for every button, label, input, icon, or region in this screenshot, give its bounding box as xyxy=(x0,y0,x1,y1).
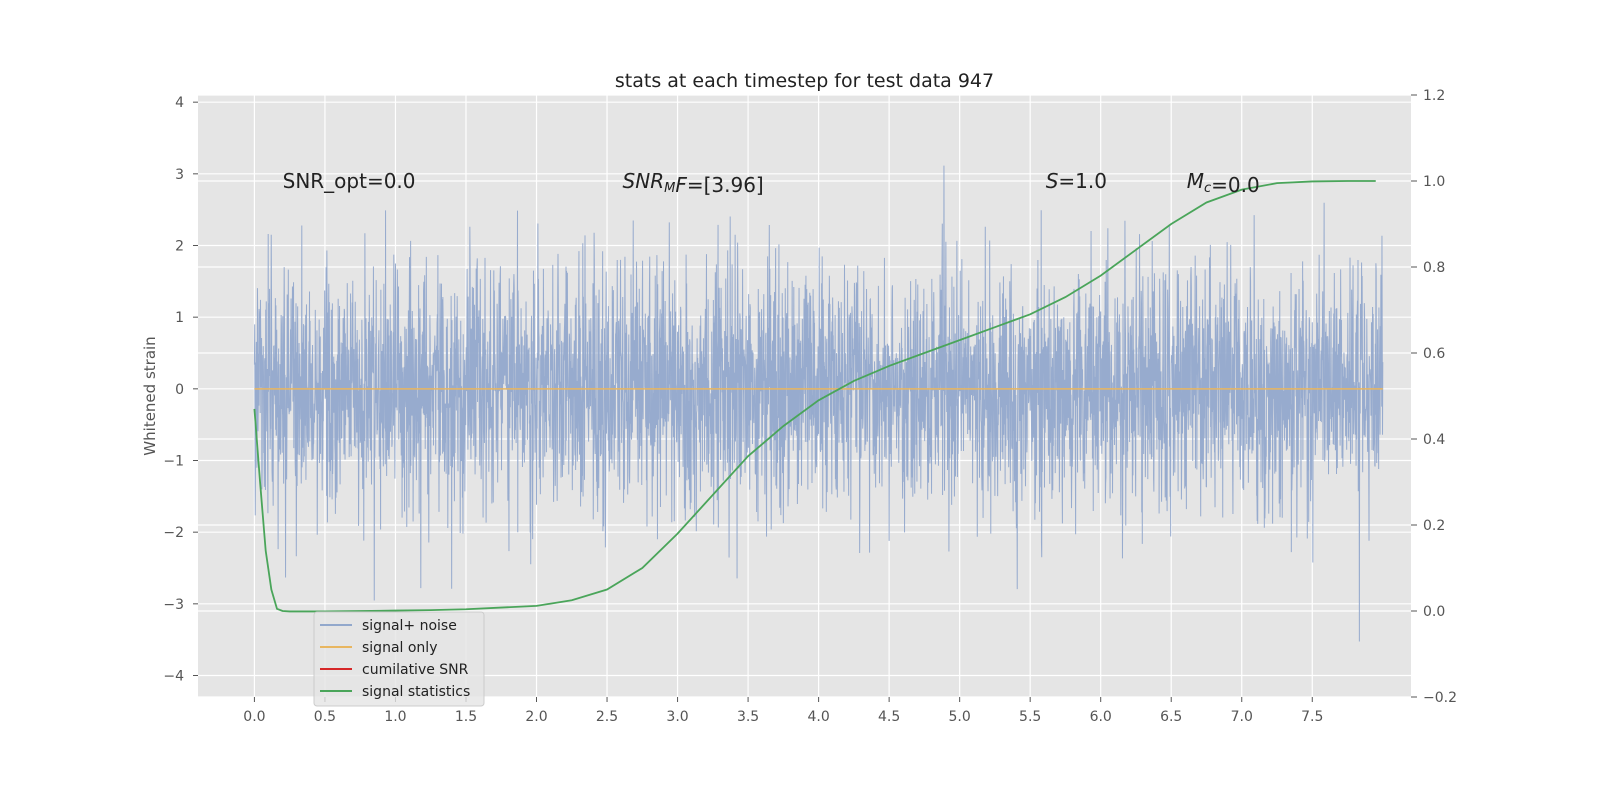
legend-entry: signal statistics xyxy=(362,684,470,700)
annotation-2: SNRMF=[3.96] xyxy=(623,169,764,197)
annotations: SNR_opt=0.0 SNRMF=[3.96] S=1.0 Mc=0.0 xyxy=(283,169,1260,197)
x-tick-label: 0.0 xyxy=(243,709,265,725)
x-tick-label: 1.5 xyxy=(455,709,477,725)
x-tick-label: 4.5 xyxy=(878,709,900,725)
annotation-3: S=1.0 xyxy=(1046,169,1107,193)
x-tick-label: 1.0 xyxy=(384,709,406,725)
x-tick-label: 7.5 xyxy=(1301,709,1323,725)
y-axis-left: 4 3 2 1 0 −1 −2 −3 −4 xyxy=(163,95,198,685)
x-tick-label: 4.0 xyxy=(807,709,829,725)
series-signal-statistics-line xyxy=(253,180,1376,613)
x-tick-label: 0.5 xyxy=(314,709,336,725)
y-left-tick-label: 3 xyxy=(175,167,184,183)
y-right-tick-label: 1.2 xyxy=(1423,88,1445,104)
legend-box xyxy=(313,611,485,707)
x-tick-label: 6.5 xyxy=(1160,709,1182,725)
y-left-tick-label: −1 xyxy=(163,454,184,470)
annotation-4: Mc=0.0 xyxy=(1187,169,1260,197)
annotation-1: SNR_opt=0.0 xyxy=(283,169,416,193)
x-tick-label: 5.5 xyxy=(1019,709,1041,725)
y-left-tick-label: −4 xyxy=(163,669,184,685)
y-axis-label: Whitened strain xyxy=(141,336,159,455)
x-axis: 0.0 0.5 1.0 1.5 2.0 2.5 3.0 3.5 4.0 4.5 5.0 5.5 6.0 6… xyxy=(243,697,1323,725)
y-right-tick-label: −0.2 xyxy=(1423,690,1457,706)
y-left-tick-label: 4 xyxy=(175,95,184,111)
x-tick-label: 3.5 xyxy=(737,709,759,725)
legend-entry: signal only xyxy=(362,640,437,656)
y-right-tick-label: 0.6 xyxy=(1423,346,1445,362)
x-tick-label: 5.0 xyxy=(949,709,971,725)
y-right-tick-label: 0.2 xyxy=(1423,518,1445,534)
y-right-tick-label: 0.0 xyxy=(1423,604,1445,620)
y-left-tick-label: −3 xyxy=(163,597,184,613)
y-left-tick-label: 1 xyxy=(175,310,184,326)
y-left-tick-label: 2 xyxy=(175,239,184,255)
x-tick-label: 2.5 xyxy=(596,709,618,725)
y-right-tick-label: 0.8 xyxy=(1423,260,1445,276)
series-signal-noise-line xyxy=(253,165,1384,642)
plot-series xyxy=(253,165,1384,642)
y-left-tick-label: −2 xyxy=(163,525,184,541)
x-tick-label: 3.0 xyxy=(666,709,688,725)
x-tick-label: 2.0 xyxy=(525,709,547,725)
chart-title: stats at each timestep for test data 947 xyxy=(615,70,994,92)
legend-entry: signal+ noise xyxy=(362,618,457,634)
x-tick-label: 6.0 xyxy=(1090,709,1112,725)
x-tick-label: 7.0 xyxy=(1231,709,1253,725)
legend-entry: cumilative SNR xyxy=(362,662,469,678)
legend: signal+ noise signal only cumilative SNR si… xyxy=(313,611,485,707)
y-axis-right: 1.2 1.0 0.8 0.6 0.4 0.2 0.0 −0.2 xyxy=(1411,88,1457,706)
y-right-tick-label: 0.4 xyxy=(1423,432,1445,448)
y-left-tick-label: 0 xyxy=(175,382,184,398)
y-right-tick-label: 1.0 xyxy=(1423,174,1445,190)
